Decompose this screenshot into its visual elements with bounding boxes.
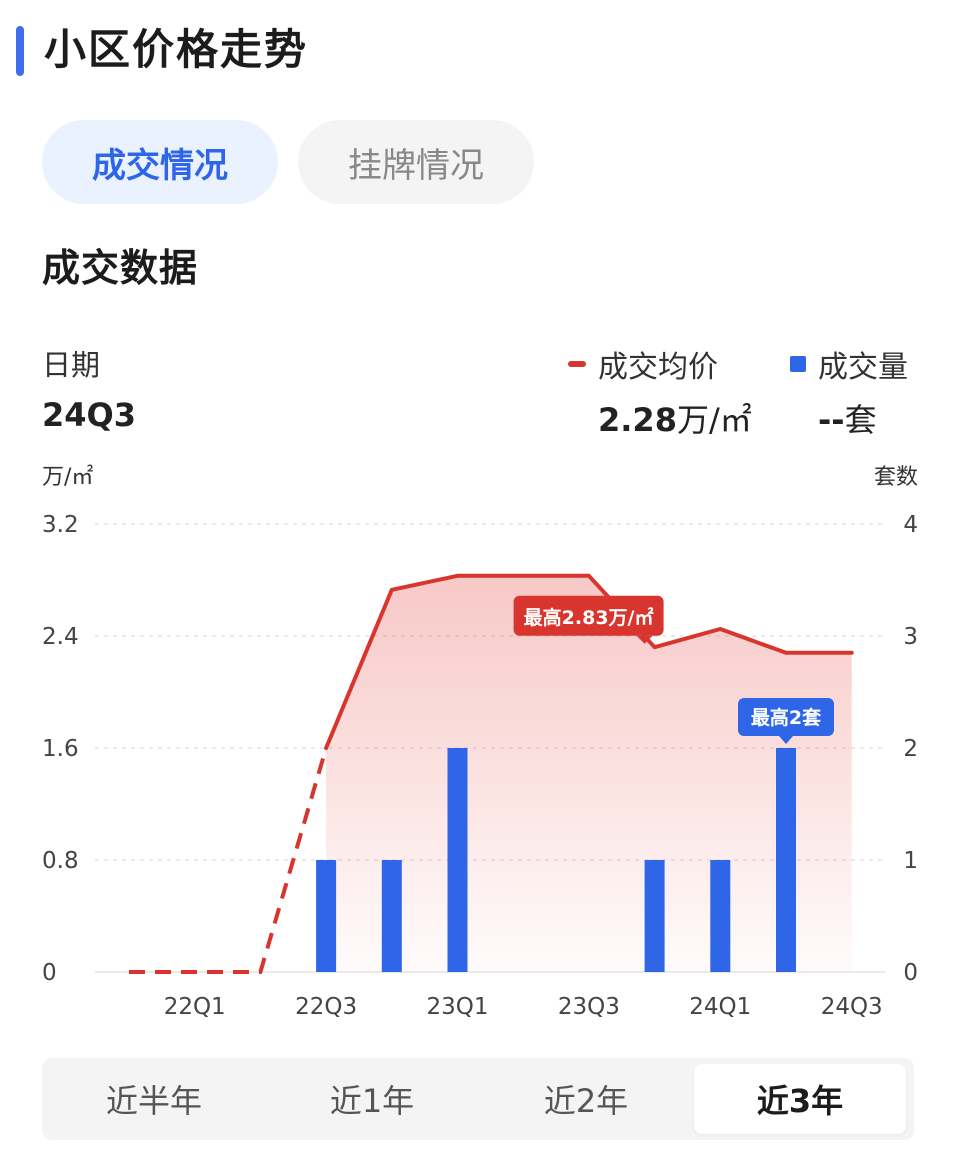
max-price-tooltip-pointer xyxy=(636,635,653,644)
x-tick-label: 24Q3 xyxy=(821,994,883,1020)
max-price-label: 最高2.83万/㎡ xyxy=(524,606,654,629)
x-tick-label: 23Q1 xyxy=(426,994,488,1020)
volume-bar xyxy=(381,860,402,972)
right-axis-unit: 套数 xyxy=(874,465,918,490)
max-volume-tooltip-pointer xyxy=(779,736,793,744)
legend-volume: 成交量 xyxy=(790,342,908,386)
time-range-selector: 近半年 近1年 近2年 近3年 xyxy=(42,1058,914,1140)
legend-avg-price-label: 成交均价 xyxy=(598,350,718,385)
range-3-years[interactable]: 近3年 xyxy=(694,1064,906,1134)
section-title: 成交数据 xyxy=(42,246,199,290)
left-tick-label: 1.6 xyxy=(42,736,79,762)
price-line-estimated xyxy=(129,747,329,974)
avg-price-value: 2.28万/㎡ xyxy=(598,395,752,441)
right-tick-label: 1 xyxy=(903,848,918,874)
range-2-years[interactable]: 近2年 xyxy=(543,1082,629,1120)
max-volume-label: 最高2套 xyxy=(751,706,822,729)
volume-bar xyxy=(644,860,665,972)
page-title: 小区价格走势 xyxy=(44,25,309,74)
range-1-year[interactable]: 近1年 xyxy=(329,1082,415,1120)
right-tick-label: 4 xyxy=(903,512,918,538)
volume-bar xyxy=(447,748,468,972)
date-value: 24Q3 xyxy=(42,396,136,434)
bar-legend-swatch-icon xyxy=(790,356,806,372)
legend-avg-price: 成交均价 xyxy=(568,342,718,386)
volume-value: --套 xyxy=(818,395,877,441)
x-tick-label: 22Q3 xyxy=(295,994,357,1020)
price-line xyxy=(324,573,854,750)
title-accent-bar xyxy=(16,26,24,76)
volume-bar xyxy=(316,860,337,972)
x-tick-label: 24Q1 xyxy=(689,994,751,1020)
x-tick-label: 23Q3 xyxy=(558,994,620,1020)
date-label: 日期 xyxy=(42,348,101,382)
left-tick-label: 2.4 xyxy=(42,624,79,650)
line-legend-swatch-icon xyxy=(568,361,586,367)
legend-volume-label: 成交量 xyxy=(818,350,908,385)
price-volume-chart[interactable]: 万/㎡ 套数 3.2 4 2.4 3 1.6 2 0.8 1 0 0 22Q1 22Q3 23Q1 23Q3 2… xyxy=(0,450,960,1030)
max-volume-tooltip xyxy=(738,698,834,736)
right-tick-label: 0 xyxy=(903,960,918,986)
volume-bar xyxy=(710,860,731,972)
left-tick-label: 0.8 xyxy=(42,848,79,874)
x-tick-label: 22Q1 xyxy=(164,994,226,1020)
left-tick-label: 3.2 xyxy=(42,512,79,538)
avg-price-number: 2.28 xyxy=(598,401,677,439)
left-axis-unit: 万/㎡ xyxy=(42,464,93,490)
volume-number: -- xyxy=(818,401,845,439)
right-tick-label: 3 xyxy=(903,624,918,650)
volume-bar xyxy=(776,748,796,972)
max-price-tooltip xyxy=(513,595,664,636)
range-half-year[interactable]: 近半年 xyxy=(105,1082,202,1120)
left-tick-label: 0 xyxy=(42,960,57,986)
volume-unit: 套 xyxy=(844,401,877,439)
right-tick-label: 2 xyxy=(903,736,918,762)
avg-price-unit: 万/㎡ xyxy=(676,401,752,439)
tab-deal-status[interactable]: 成交情况 xyxy=(42,120,278,204)
tab-listing-status[interactable]: 挂牌情况 xyxy=(298,120,534,204)
